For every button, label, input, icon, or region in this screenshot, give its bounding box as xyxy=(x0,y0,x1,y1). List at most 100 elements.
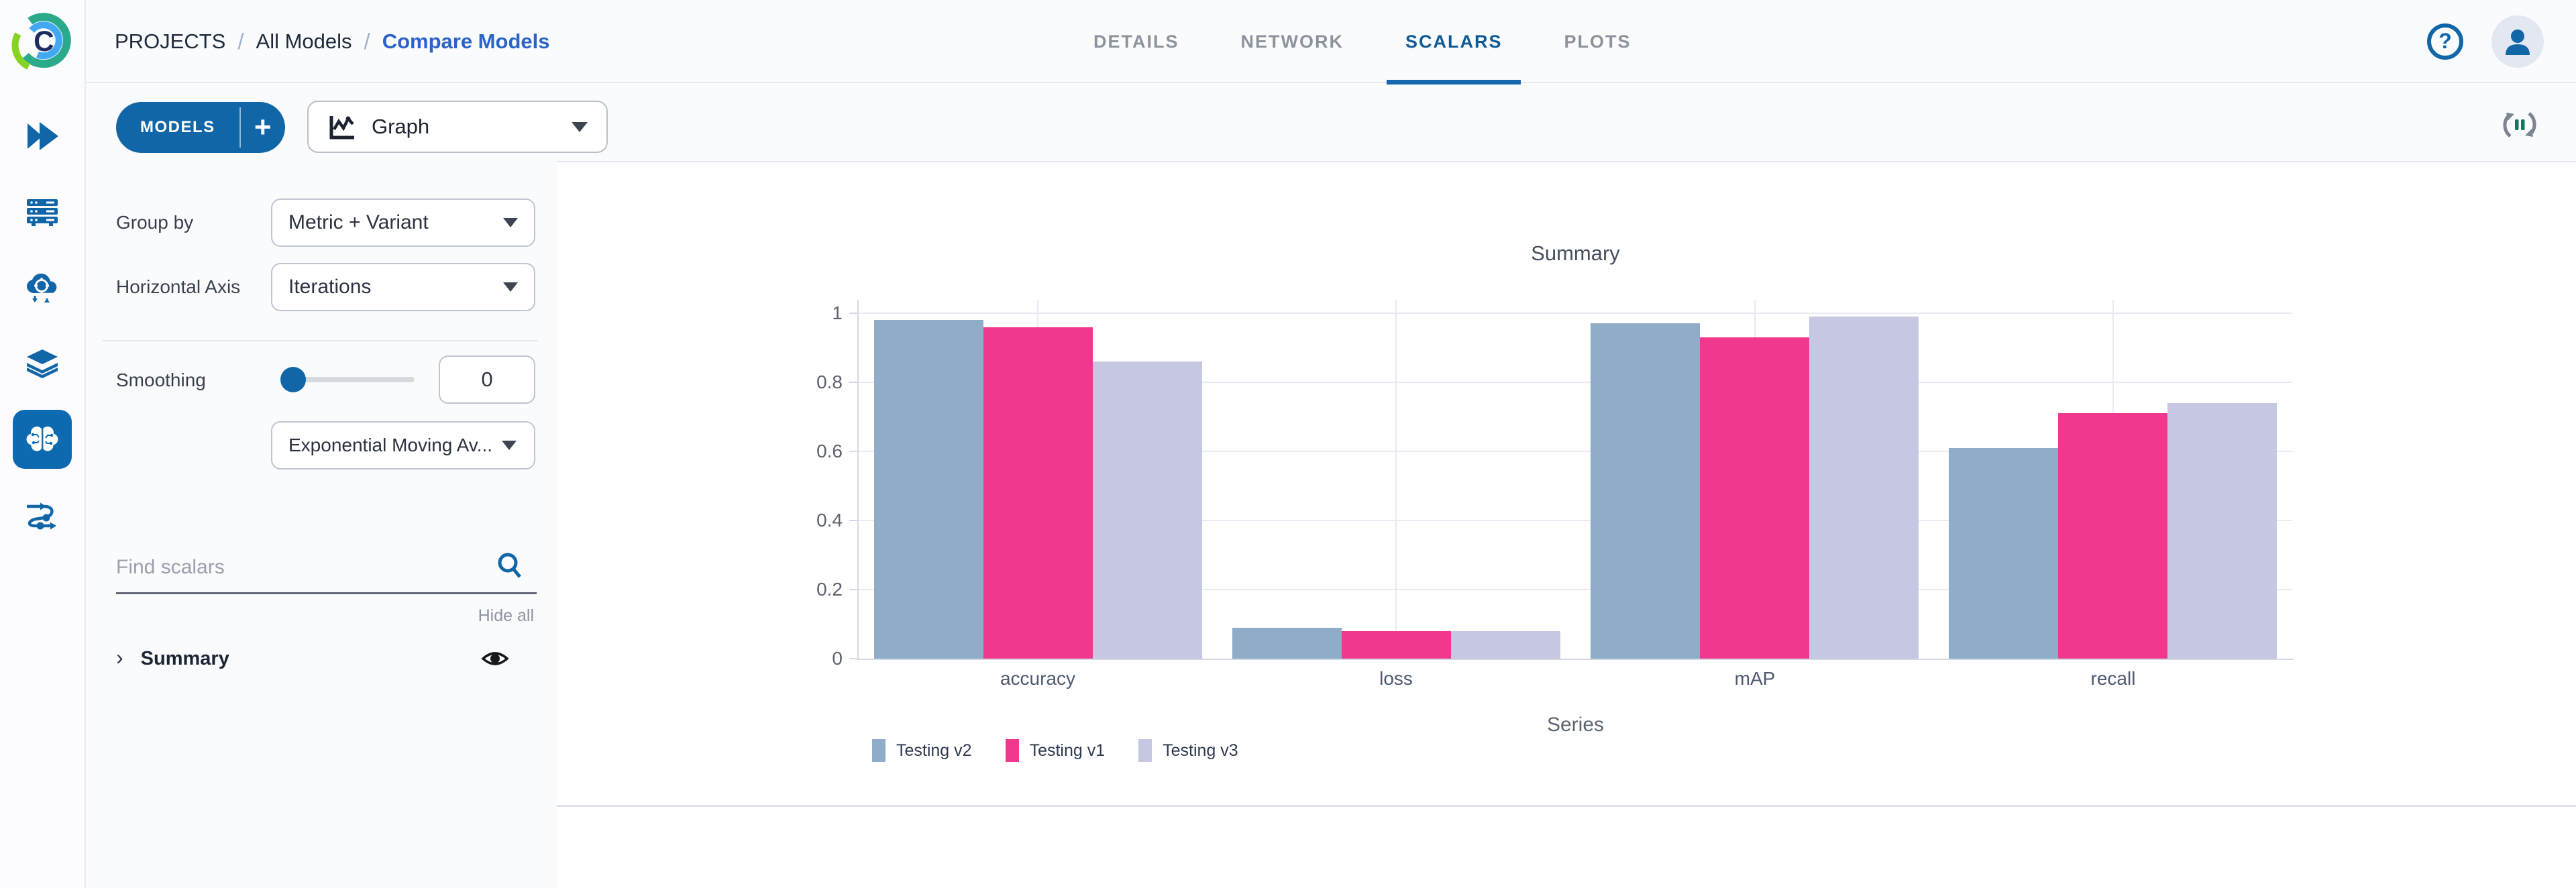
y-tick-label: 0.4 xyxy=(816,510,843,531)
tab-network[interactable]: NETWORK xyxy=(1241,0,1344,83)
datasets-icon xyxy=(27,349,58,378)
breadcrumb-compare-models: Compare Models xyxy=(382,30,550,53)
scalars-settings-panel: Group by Metric + Variant Horizontal Axi… xyxy=(86,161,557,888)
clearml-logo[interactable]: C xyxy=(0,0,85,83)
y-tick-mark xyxy=(849,313,857,314)
graph-chart-icon xyxy=(329,115,354,140)
horizontal-axis-value: Iterations xyxy=(288,276,372,298)
svg-text:?: ? xyxy=(2438,29,2452,53)
legend-swatch xyxy=(1005,739,1019,762)
smoothing-method-dropdown[interactable]: Exponential Moving Av... xyxy=(271,421,535,469)
smoothing-slider[interactable] xyxy=(280,367,415,392)
nav-rail xyxy=(0,83,85,888)
legend-swatch xyxy=(872,739,885,762)
smoothing-slider-thumb[interactable] xyxy=(280,367,306,392)
legend-label: Testing v1 xyxy=(1029,740,1106,760)
chart-panel: Summary 0 0.2 0.4 0.6 0.8 1 accuracy loss mAP rec… xyxy=(557,161,2576,888)
auto-refresh-button[interactable] xyxy=(2498,103,2541,146)
tab-network-label: NETWORK xyxy=(1240,31,1344,52)
horizontal-gridline xyxy=(859,382,2292,383)
group-by-value: Metric + Variant xyxy=(288,211,429,233)
bar-testing-v1-loss xyxy=(1342,631,1451,659)
horizontal-gridline xyxy=(859,520,2292,521)
sidebar-divider xyxy=(85,0,86,888)
breadcrumb-all-models[interactable]: All Models xyxy=(256,30,352,53)
y-tick-label: 0.6 xyxy=(816,441,843,461)
vertical-gridline xyxy=(1395,300,1397,659)
tab-details[interactable]: DETAILS xyxy=(1093,0,1179,83)
tab-plots[interactable]: PLOTS xyxy=(1564,0,1631,83)
bar-testing-v3-accuracy xyxy=(1093,362,1202,659)
clearml-logo-icon: C xyxy=(11,13,71,72)
models-icon xyxy=(26,427,58,451)
tab-bar: DETAILS NETWORK SCALARS PLOTS xyxy=(1093,0,1631,85)
user-avatar-icon xyxy=(2506,30,2530,55)
top-header: C PROJECTS / All Models / Compare Models… xyxy=(0,0,2576,85)
sidebar-item-experiments[interactable] xyxy=(13,107,72,166)
metric-group-row[interactable]: › Summary xyxy=(116,639,537,679)
x-axis-line xyxy=(857,659,2294,660)
smoothing-value-input[interactable]: 0 xyxy=(439,355,535,404)
breadcrumb-projects[interactable]: PROJECTS xyxy=(115,30,226,53)
bar-testing-v3-loss xyxy=(1451,631,1560,659)
legend-swatch xyxy=(1138,739,1152,762)
x-tick-label: loss xyxy=(1379,668,1413,689)
svg-text:C: C xyxy=(34,25,54,57)
sidebar-item-workers[interactable] xyxy=(13,182,72,241)
find-scalars-underline xyxy=(116,592,537,594)
find-scalars-input[interactable]: Find scalars xyxy=(116,547,537,594)
y-axis-line xyxy=(857,300,859,660)
find-scalars-placeholder: Find scalars xyxy=(116,556,225,578)
bar-testing-v1-mAP xyxy=(1700,337,1809,659)
breadcrumb-separator: / xyxy=(237,29,244,54)
x-tick-label: accuracy xyxy=(1000,668,1076,689)
models-button-group: MODELS + xyxy=(116,102,285,153)
group-by-dropdown[interactable]: Metric + Variant xyxy=(271,199,535,247)
data-processing-icon xyxy=(26,273,57,302)
legend-item-testing-v2[interactable]: Testing v2 xyxy=(872,739,972,762)
chart-bottom-divider xyxy=(557,805,2576,807)
horizontal-axis-dropdown[interactable]: Iterations xyxy=(271,263,535,311)
bar-testing-v3-recall xyxy=(2167,403,2277,659)
search-icon[interactable] xyxy=(495,551,525,580)
visibility-eye-icon[interactable] xyxy=(480,644,510,673)
y-tick-mark xyxy=(849,658,857,659)
chevron-down-icon xyxy=(503,218,518,227)
help-icon[interactable]: ? xyxy=(2426,22,2465,61)
models-button[interactable]: MODELS xyxy=(140,118,215,136)
pipelines-icon xyxy=(27,502,56,530)
y-tick-label: 1 xyxy=(832,302,843,323)
hide-all-button[interactable]: Hide all xyxy=(478,606,534,625)
active-tab-underline xyxy=(1387,80,1521,85)
sidebar-item-models[interactable] xyxy=(13,410,72,469)
chart-legend: Testing v2 Testing v1 Testing v3 xyxy=(872,739,1238,762)
bar-testing-v2-recall xyxy=(1949,448,2058,659)
bar-testing-v2-accuracy xyxy=(874,320,983,659)
legend-item-testing-v1[interactable]: Testing v1 xyxy=(1005,739,1106,762)
experiments-icon xyxy=(28,122,58,150)
legend-item-testing-v3[interactable]: Testing v3 xyxy=(1138,739,1238,762)
tab-plots-label: PLOTS xyxy=(1564,31,1631,52)
group-by-label: Group by xyxy=(116,212,194,233)
bar-testing-v1-accuracy xyxy=(983,327,1093,659)
breadcrumb-separator: / xyxy=(364,29,370,54)
legend-label: Testing v3 xyxy=(1163,740,1238,760)
bar-testing-v2-loss xyxy=(1232,628,1342,659)
section-divider xyxy=(103,340,538,341)
y-tick-label: 0 xyxy=(832,648,843,669)
view-type-dropdown[interactable]: Graph xyxy=(307,101,608,153)
breadcrumb: PROJECTS / All Models / Compare Models xyxy=(115,0,549,83)
sidebar-item-datasets[interactable] xyxy=(13,334,72,393)
sidebar-item-pipelines[interactable] xyxy=(13,486,72,545)
add-model-button[interactable]: + xyxy=(254,111,272,144)
user-avatar[interactable] xyxy=(2491,15,2544,68)
workers-queues-icon xyxy=(27,199,58,226)
tab-details-label: DETAILS xyxy=(1093,31,1179,52)
chevron-right-icon[interactable]: › xyxy=(116,645,123,669)
sidebar-item-data-processing[interactable] xyxy=(13,258,72,317)
y-tick-mark xyxy=(849,589,857,590)
tab-scalars[interactable]: SCALARS xyxy=(1387,0,1521,85)
y-tick-mark xyxy=(849,451,857,452)
horizontal-gridline xyxy=(859,589,2292,590)
